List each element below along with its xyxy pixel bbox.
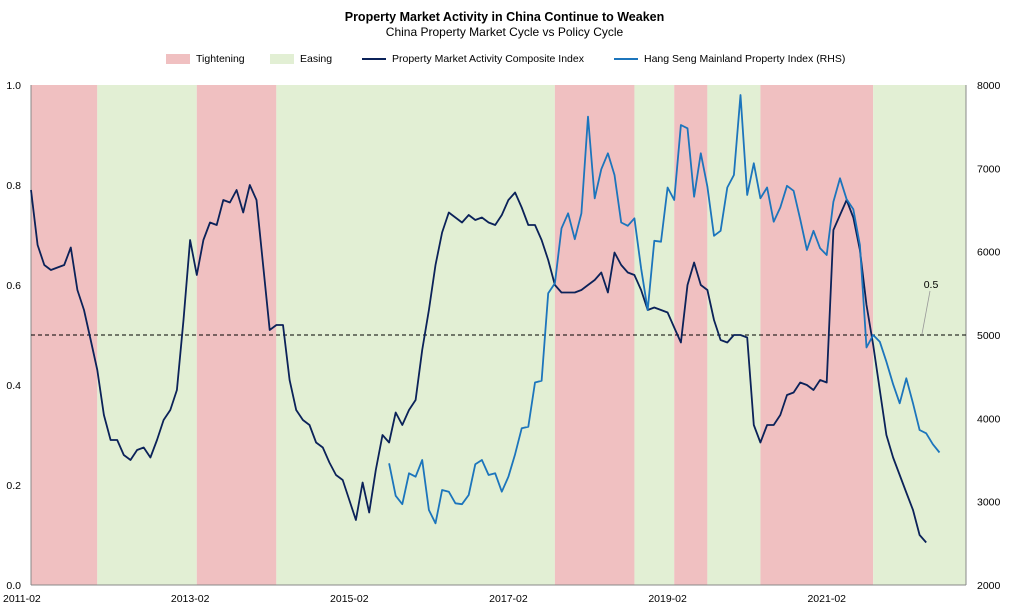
legend-swatch-composite-index [362,58,386,60]
reference-line-group: 0.5 [31,279,966,336]
y-left-tick-label: 0.8 [6,180,21,192]
legend-swatch-hang-seng-index [614,58,638,60]
legend-label-easing: Easing [300,53,333,65]
reference-line-label: 0.5 [924,279,939,291]
series-lines [30,94,941,544]
y-left-tick-label: 0.2 [6,480,21,492]
tick-labels: 0.0 0.2 0.4 0.6 0.8 1.0 2000 3000 4000 5000 6000 70… [3,80,1001,605]
x-tick-label: 2017-02 [489,593,528,605]
x-tick-label: 2011-02 [3,593,41,605]
legend-label-hang-seng-index: Hang Seng Mainland Property Index (RHS) [644,53,846,65]
legend-label-tightening: Tightening [196,53,245,65]
y-right-tick-label: 4000 [977,413,1001,425]
series-line-composite-index [30,184,927,544]
x-tick-label: 2019-02 [648,593,687,605]
x-tick-label: 2021-02 [807,593,846,605]
policy-band-tightening-0 [31,85,98,585]
legend-item-tightening: Tightening [166,53,245,65]
x-tick-label: 2015-02 [330,593,369,605]
y-left-tick-label: 0.4 [6,380,21,392]
legend: Tightening Easing Property Market Activi… [0,53,1009,67]
y-right-tick-label: 5000 [977,330,1001,342]
y-right-tick-label: 6000 [977,247,1001,259]
legend-item-hang-seng-index: Hang Seng Mainland Property Index (RHS) [614,53,845,65]
y-left-tick-label: 1.0 [6,80,21,92]
x-tick-label: 2013-02 [171,593,210,605]
series-line-hang-seng-index [388,94,941,525]
chart-title: Property Market Activity in China Contin… [344,10,665,24]
legend-item-composite-index: Property Market Activity Composite Index [362,53,584,65]
y-right-tick-label: 8000 [977,80,1001,92]
y-right-tick-label: 7000 [977,163,1001,175]
legend-label-composite-index: Property Market Activity Composite Index [392,53,584,65]
legend-swatch-easing [270,54,294,64]
y-right-tick-label: 2000 [977,580,1001,592]
chart-subtitle: China Property Market Cycle vs Policy Cy… [385,25,624,39]
reference-line-leader [921,290,931,335]
y-left-tick-label: 0.6 [6,280,21,292]
legend-swatch-tightening [166,54,190,64]
y-left-tick-label: 0.0 [6,580,21,592]
y-right-tick-label: 3000 [977,497,1001,509]
legend-item-easing: Easing [270,53,332,65]
